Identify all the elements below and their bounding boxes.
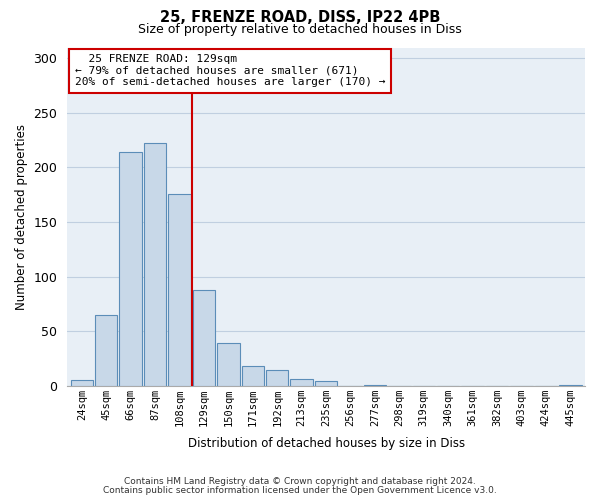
Y-axis label: Number of detached properties: Number of detached properties [15, 124, 28, 310]
X-axis label: Distribution of detached houses by size in Diss: Distribution of detached houses by size … [188, 437, 464, 450]
Bar [364, 384, 386, 386]
Text: Size of property relative to detached houses in Diss: Size of property relative to detached ho… [138, 22, 462, 36]
Bar [242, 366, 264, 386]
Text: Contains public sector information licensed under the Open Government Licence v3: Contains public sector information licen… [103, 486, 497, 495]
Bar [290, 379, 313, 386]
Text: 25, FRENZE ROAD, DISS, IP22 4PB: 25, FRENZE ROAD, DISS, IP22 4PB [160, 10, 440, 25]
Bar [266, 370, 289, 386]
Bar [168, 194, 191, 386]
Bar [119, 152, 142, 386]
Text: Contains HM Land Registry data © Crown copyright and database right 2024.: Contains HM Land Registry data © Crown c… [124, 477, 476, 486]
Bar [217, 343, 239, 386]
Bar [144, 144, 166, 386]
Bar [315, 381, 337, 386]
Bar [95, 314, 118, 386]
Bar [193, 290, 215, 386]
Text: 25 FRENZE ROAD: 129sqm  
← 79% of detached houses are smaller (671)
20% of semi-: 25 FRENZE ROAD: 129sqm ← 79% of detached… [75, 54, 385, 88]
Bar [71, 380, 93, 386]
Bar [559, 384, 581, 386]
